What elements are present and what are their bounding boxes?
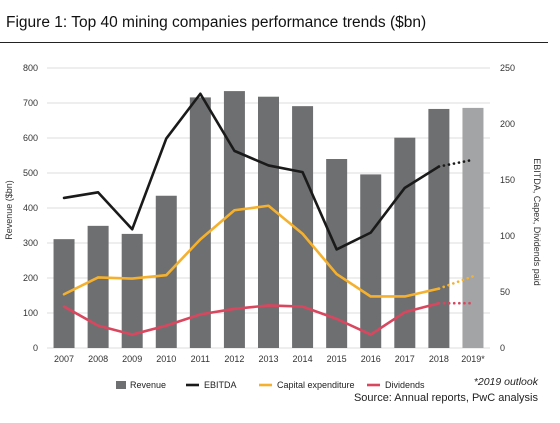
left-axis-title: Revenue ($bn) bbox=[4, 180, 14, 240]
x-tick-label: 2010 bbox=[156, 354, 176, 364]
x-axis-ticks: 2007 2008 2009 2010 2011 2012 2013 2014 2015 2016… bbox=[54, 354, 485, 364]
legend-label-revenue: Revenue bbox=[130, 380, 166, 390]
legend-label-capital-expenditure: Capital expenditure bbox=[277, 380, 355, 390]
x-tick-label: 2015 bbox=[327, 354, 347, 364]
right-tick-label: 0 bbox=[500, 343, 505, 353]
x-tick-label: 2017 bbox=[395, 354, 415, 364]
revenue-bar bbox=[189, 97, 211, 349]
dividends-line bbox=[62, 301, 441, 336]
right-tick-label: 50 bbox=[500, 287, 510, 297]
left-tick-label: 600 bbox=[23, 133, 38, 143]
right-tick-label: 150 bbox=[500, 175, 515, 185]
revenue-bar bbox=[258, 96, 279, 348]
revenue-bar bbox=[87, 225, 109, 348]
revenue-bar bbox=[326, 159, 348, 348]
revenue-bar bbox=[462, 107, 484, 349]
capital-expenditure-forecast-line bbox=[437, 275, 475, 290]
x-tick-label: 2012 bbox=[224, 354, 244, 364]
x-tick-label: 2009 bbox=[122, 354, 142, 364]
revenue-bar bbox=[428, 108, 450, 348]
revenue-bar bbox=[360, 174, 382, 348]
legend-label-ebitda: EBITDA bbox=[204, 380, 237, 390]
x-tick-label: 2014 bbox=[293, 354, 313, 364]
x-tick-label: 2011 bbox=[191, 354, 210, 364]
left-tick-label: 400 bbox=[23, 203, 38, 213]
revenue-bar bbox=[292, 106, 314, 349]
legend: Revenue EBITDA Capital expenditure Dividend… bbox=[116, 380, 425, 390]
left-tick-label: 500 bbox=[23, 168, 38, 178]
x-tick-label: 2007 bbox=[54, 354, 74, 364]
outlook-note: *2019 outlook bbox=[473, 376, 538, 388]
legend-label-dividends: Dividends bbox=[385, 380, 425, 390]
right-tick-label: 200 bbox=[500, 119, 515, 129]
x-tick-label: 2019* bbox=[461, 354, 485, 364]
right-tick-label: 100 bbox=[500, 231, 515, 241]
left-tick-label: 300 bbox=[23, 238, 38, 248]
left-tick-label: 100 bbox=[23, 308, 38, 318]
x-tick-label: 2008 bbox=[88, 354, 108, 364]
line-series bbox=[62, 92, 475, 336]
revenue-bar bbox=[155, 195, 177, 348]
x-tick-label: 2013 bbox=[258, 354, 278, 364]
left-tick-label: 800 bbox=[23, 63, 38, 73]
source-note: Source: Annual reports, PwC analysis bbox=[353, 392, 538, 404]
title-rule bbox=[0, 42, 548, 43]
right-tick-label: 250 bbox=[500, 63, 515, 73]
left-tick-label: 700 bbox=[23, 98, 38, 108]
left-tick-label: 200 bbox=[23, 273, 38, 283]
right-axis-title: EBITDA, Capex, Dividends paid bbox=[532, 158, 542, 286]
left-tick-label: 0 bbox=[33, 343, 38, 353]
right-axis-ticks: 0 50 100 150 200 250 bbox=[500, 63, 515, 353]
revenue-bar bbox=[121, 233, 143, 348]
legend-swatch-revenue bbox=[116, 381, 126, 389]
x-tick-label: 2018 bbox=[429, 354, 449, 364]
revenue-bar bbox=[223, 91, 245, 348]
left-axis-ticks: 0 100 200 300 400 500 600 700 800 bbox=[23, 63, 38, 353]
ebitda-forecast-line bbox=[437, 158, 475, 168]
ebitda-line bbox=[62, 92, 441, 251]
x-tick-label: 2016 bbox=[361, 354, 381, 364]
figure-title: Figure 1: Top 40 mining companies perfor… bbox=[6, 14, 427, 31]
capital-expenditure-line bbox=[62, 204, 441, 298]
